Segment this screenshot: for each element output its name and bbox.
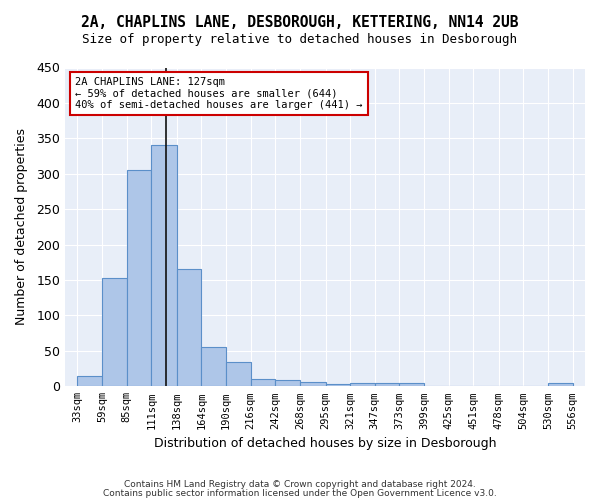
Bar bbox=[400, 383, 424, 386]
Bar bbox=[275, 380, 300, 386]
Bar bbox=[127, 170, 151, 386]
Bar bbox=[226, 362, 251, 386]
Bar bbox=[202, 346, 226, 387]
Bar bbox=[326, 384, 350, 386]
Bar bbox=[102, 278, 127, 386]
Bar bbox=[548, 383, 572, 386]
Text: 2A, CHAPLINS LANE, DESBOROUGH, KETTERING, NN14 2UB: 2A, CHAPLINS LANE, DESBOROUGH, KETTERING… bbox=[81, 15, 519, 30]
Bar bbox=[251, 379, 275, 386]
Text: 2A CHAPLINS LANE: 127sqm
← 59% of detached houses are smaller (644)
40% of semi-: 2A CHAPLINS LANE: 127sqm ← 59% of detach… bbox=[76, 77, 363, 110]
Bar bbox=[350, 383, 375, 386]
Bar bbox=[177, 270, 202, 386]
Bar bbox=[151, 146, 177, 386]
Text: Size of property relative to detached houses in Desborough: Size of property relative to detached ho… bbox=[83, 32, 517, 46]
Bar bbox=[300, 382, 326, 386]
Bar bbox=[375, 383, 400, 386]
X-axis label: Distribution of detached houses by size in Desborough: Distribution of detached houses by size … bbox=[154, 437, 496, 450]
Bar bbox=[77, 376, 102, 386]
Text: Contains public sector information licensed under the Open Government Licence v3: Contains public sector information licen… bbox=[103, 490, 497, 498]
Y-axis label: Number of detached properties: Number of detached properties bbox=[15, 128, 28, 326]
Text: Contains HM Land Registry data © Crown copyright and database right 2024.: Contains HM Land Registry data © Crown c… bbox=[124, 480, 476, 489]
